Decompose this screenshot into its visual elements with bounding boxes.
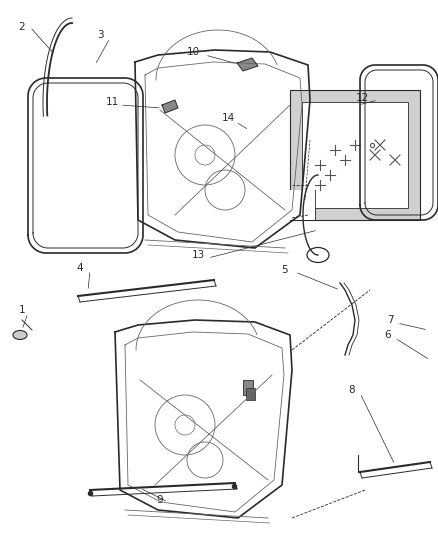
Text: 2: 2	[19, 22, 25, 32]
Text: 9: 9	[156, 495, 163, 505]
Text: 5: 5	[281, 265, 288, 275]
Bar	[290, 90, 419, 220]
Bar	[301, 102, 407, 208]
Text: 4: 4	[77, 263, 83, 273]
Text: 10: 10	[186, 47, 199, 57]
Text: 13: 13	[191, 250, 204, 260]
Ellipse shape	[13, 330, 27, 340]
Text: 7: 7	[386, 315, 392, 325]
Bar	[245, 388, 254, 400]
Polygon shape	[162, 100, 177, 113]
Text: 12: 12	[355, 93, 368, 103]
Bar	[243, 380, 252, 395]
Text: 6: 6	[384, 330, 390, 340]
Text: 8: 8	[348, 385, 354, 395]
Text: 14: 14	[221, 113, 234, 123]
Text: 3: 3	[96, 30, 103, 40]
Text: 11: 11	[105, 97, 118, 107]
Polygon shape	[290, 190, 314, 220]
Polygon shape	[237, 58, 258, 71]
Text: 1: 1	[19, 305, 25, 315]
